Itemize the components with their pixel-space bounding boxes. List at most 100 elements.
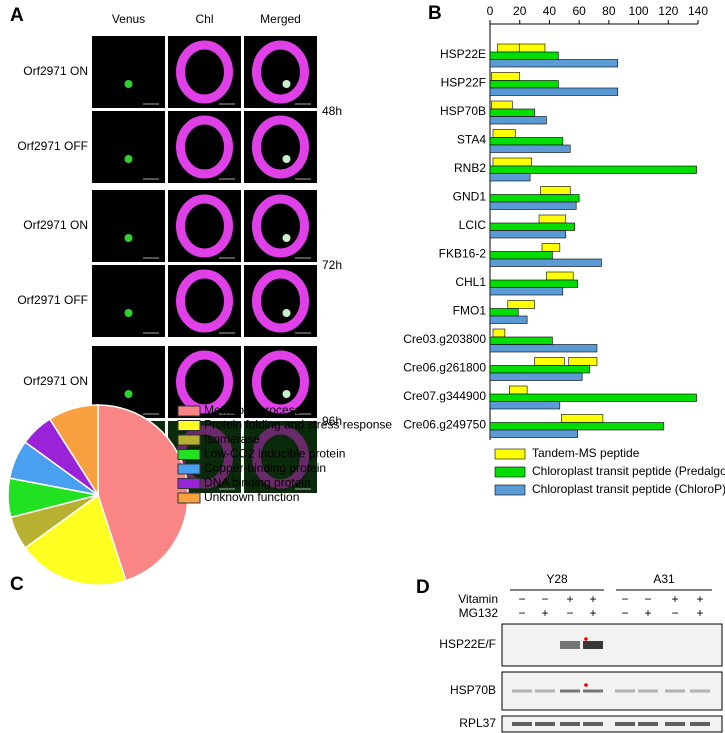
peptide-bar <box>491 72 521 81</box>
venus-signal <box>282 234 291 242</box>
bar <box>489 165 697 174</box>
chloroplast <box>252 194 309 258</box>
micrograph <box>92 111 165 183</box>
band <box>560 722 580 726</box>
peptide-bar <box>491 100 513 110</box>
bar <box>489 315 528 324</box>
blot-label: RPL37 <box>459 716 496 730</box>
panel-label: B <box>428 3 442 24</box>
pie-slice <box>48 404 99 498</box>
panel-label: C <box>10 574 24 595</box>
chloroplast <box>252 425 309 489</box>
bar <box>489 429 578 438</box>
condition-sign: − <box>621 606 628 620</box>
band <box>665 689 685 693</box>
category-label: FMO1 <box>453 304 487 318</box>
category-label: Cre06.g261800 <box>403 361 486 375</box>
x-tick-label: 40 <box>543 4 557 18</box>
x-tick-label: 20 <box>513 4 527 18</box>
legend-label: Protein folding and stress response <box>204 418 392 432</box>
band <box>690 689 710 693</box>
venus-signal <box>124 390 133 398</box>
legend-swatch <box>177 405 201 417</box>
band <box>638 689 658 693</box>
band <box>690 722 710 726</box>
legend-swatch <box>494 466 526 478</box>
row-label: Orf2971 ON <box>23 218 88 232</box>
bar <box>489 222 575 231</box>
row-label: Orf2971 OFF <box>17 139 88 153</box>
venus-signal <box>124 80 133 88</box>
peptide-bar <box>541 243 561 252</box>
blot-label: HSP22E/F <box>439 637 496 651</box>
legend-swatch <box>177 434 201 446</box>
venus-signal <box>282 155 291 163</box>
legend-swatch <box>177 420 201 431</box>
category-label: HSP70B <box>440 104 486 118</box>
time-label: 72h <box>322 258 342 272</box>
chloroplast <box>252 269 309 333</box>
bar <box>489 372 583 381</box>
legend-swatch <box>177 492 201 504</box>
legend-swatch <box>494 484 526 496</box>
bar <box>489 401 561 410</box>
band <box>535 689 555 693</box>
peptide-bar <box>519 43 546 53</box>
micrograph <box>92 190 165 262</box>
row-label: Orf2971 ON <box>23 374 88 388</box>
bar <box>489 59 619 68</box>
category-label: Cre07.g344900 <box>403 389 486 403</box>
chloroplast <box>176 269 233 333</box>
category-label: HSP22F <box>441 76 486 90</box>
bar <box>489 116 547 125</box>
category-label: STA4 <box>457 133 486 147</box>
bar <box>489 137 564 146</box>
bar <box>489 393 697 402</box>
category-label: Cre06.g249750 <box>403 418 486 432</box>
bar <box>489 194 580 203</box>
peptide-bar <box>492 157 532 167</box>
legend-label: Low-CO2 inducible protein <box>204 447 345 461</box>
condition-sign: + <box>696 592 703 606</box>
legend-swatch <box>177 449 201 460</box>
peptide-bar <box>568 357 598 366</box>
condition-sign: + <box>541 606 548 620</box>
peptide-bar <box>509 385 528 395</box>
peptide-bar <box>534 357 565 366</box>
peptide-bar <box>561 414 604 423</box>
condition-sign: − <box>566 606 573 620</box>
band <box>512 722 532 726</box>
peptide-bar <box>492 328 506 338</box>
category-label: FKB16-2 <box>439 247 487 261</box>
venus-signal <box>282 390 291 398</box>
time-label: 96h <box>322 414 342 428</box>
chloroplast <box>176 194 233 258</box>
pie-slice <box>24 493 127 586</box>
blot <box>501 715 723 733</box>
band <box>615 722 635 726</box>
blot-label: HSP70B <box>450 683 496 697</box>
group-label: A31 <box>653 572 675 586</box>
band <box>583 689 603 693</box>
asterisk <box>584 637 588 641</box>
condition-sign: − <box>541 592 548 606</box>
bar <box>489 251 553 260</box>
category-label: Cre03.g203800 <box>403 332 486 346</box>
legend-label: Chloroplast transit peptide (Predalgo) <box>532 464 725 478</box>
blot <box>501 671 723 711</box>
band <box>638 722 658 726</box>
blot <box>501 623 723 667</box>
category-label: RNB2 <box>454 161 486 175</box>
chloroplast <box>176 350 233 414</box>
bar <box>489 51 559 60</box>
band <box>665 722 685 726</box>
legend-label: DNA binding protein <box>204 476 311 490</box>
peptide-bar <box>540 186 571 195</box>
band <box>615 689 635 693</box>
legend-swatch <box>177 478 201 489</box>
venus-signal <box>282 80 291 88</box>
chloroplast <box>252 115 309 179</box>
condition-label: MG132 <box>459 606 499 620</box>
band <box>535 722 555 726</box>
